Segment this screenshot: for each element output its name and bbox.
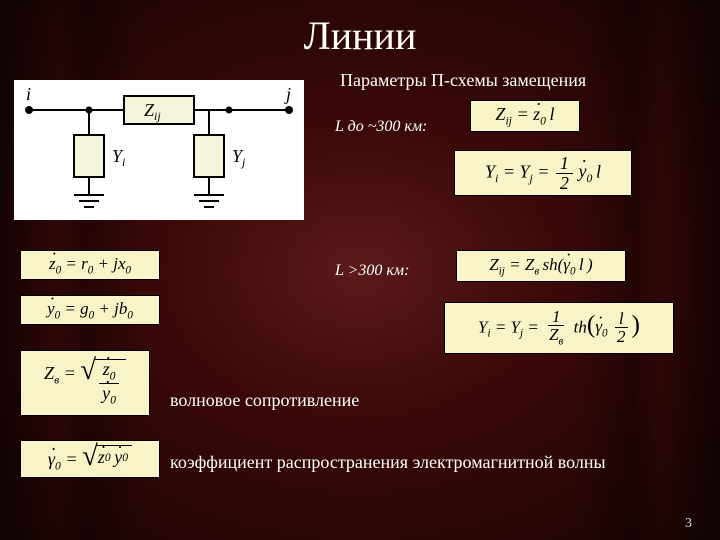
condition-short: L до ~300 км:	[335, 118, 427, 136]
label-gamma: коэффициент распространения электромагни…	[170, 452, 606, 473]
yj-label: Yj	[232, 146, 246, 169]
label-wave-impedance: волновое сопротивление	[170, 390, 359, 411]
formula-yi-short: Yi = Yj = 12 y0 l	[454, 150, 632, 196]
node-i-label: i	[26, 84, 31, 104]
formula-zij-short: Zij = z0 l	[470, 100, 580, 132]
formula-y0: y0 = g0 + jb0	[20, 295, 160, 325]
formula-z0: z0 = r0 + jx0	[20, 250, 160, 280]
condition-long: L >300 км:	[335, 262, 409, 280]
formula-gamma: γ0 = √z0 y0	[20, 440, 160, 478]
yi-label: Yi	[112, 146, 125, 169]
page-number: 3	[685, 516, 692, 532]
subtitle: Параметры П-схемы замещения	[340, 70, 586, 91]
formula-yi-long: Yi = Yj = 1Zв th(γ0 l2)	[444, 302, 674, 354]
circuit-diagram: i j Zij Yi Yj	[14, 80, 304, 220]
formula-wave-impedance: Zв = √z0y0	[20, 350, 150, 416]
node-j-label: j	[284, 84, 291, 104]
formula-zij-long: Zij = Zв sh(γ0 l )	[456, 250, 626, 282]
slide-title: Линии	[0, 0, 720, 59]
